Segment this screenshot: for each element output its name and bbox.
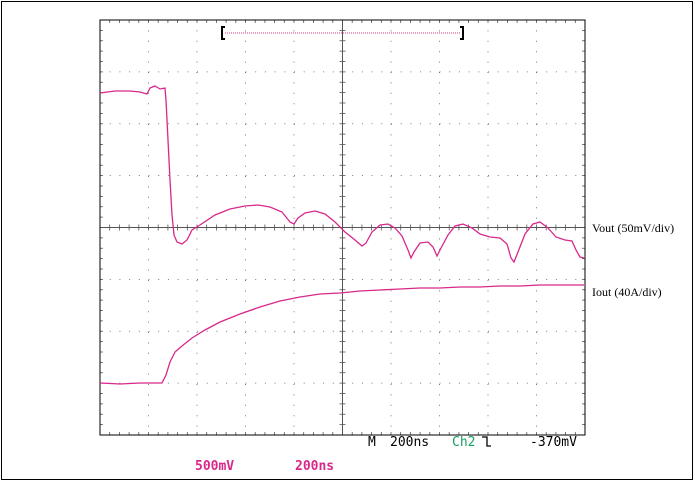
bracket-left: [221, 26, 225, 40]
timebase: 200ns: [390, 435, 429, 450]
record-bracket: [221, 26, 464, 40]
iout-trace: [99, 284, 584, 385]
volts-per-div: 500mV: [195, 459, 234, 474]
time-per-div: 200ns: [295, 459, 334, 474]
bracket-right: [460, 26, 464, 40]
vout-label: Vout (50mV/div): [592, 221, 674, 235]
trigger-slope-icon: [482, 436, 491, 447]
mode: M: [368, 435, 376, 450]
channel: Ch2: [452, 435, 475, 450]
plot-border: [99, 19, 586, 436]
trigger-level: -370mV: [530, 435, 577, 450]
iout-label: Iout (40A/div): [592, 285, 662, 299]
vout-trace: [99, 85, 585, 264]
